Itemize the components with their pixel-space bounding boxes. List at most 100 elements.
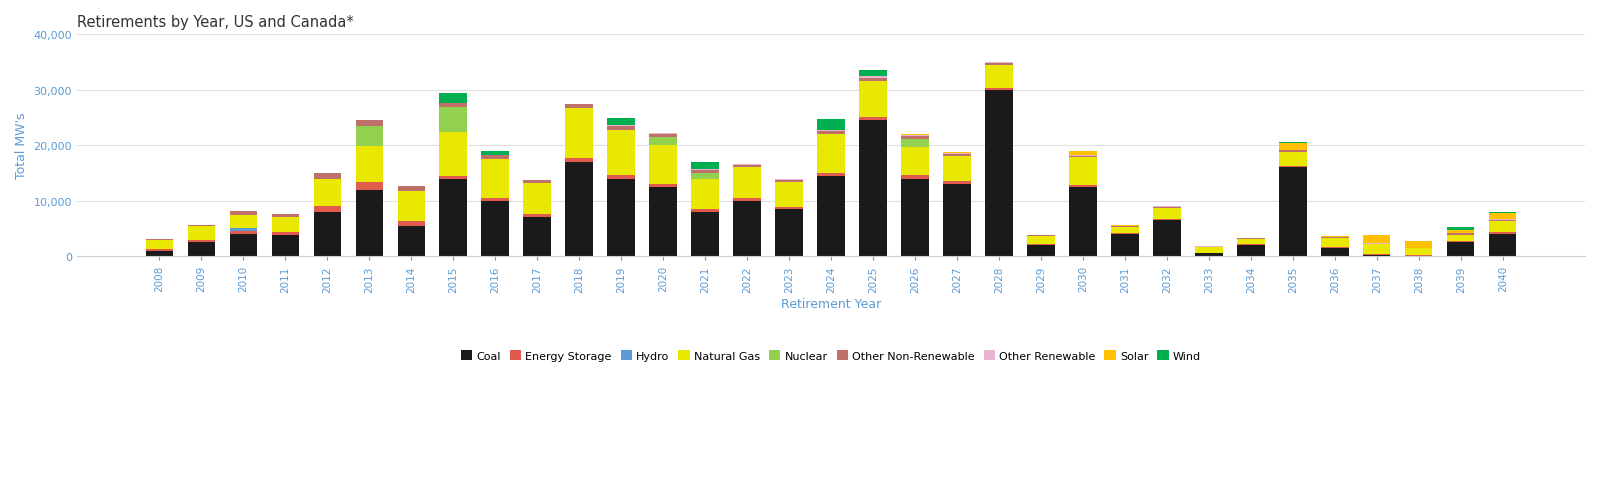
Bar [355, 146, 382, 183]
Bar [187, 225, 214, 227]
Bar [523, 215, 550, 218]
Bar [1112, 228, 1139, 233]
Bar [1490, 222, 1517, 233]
Bar [565, 109, 592, 159]
Bar [1027, 235, 1054, 236]
Bar [1069, 157, 1096, 158]
Bar [187, 243, 214, 257]
Bar [733, 168, 760, 199]
Bar [818, 174, 845, 176]
Bar [482, 201, 509, 257]
Bar [1112, 225, 1139, 226]
Bar [1154, 206, 1181, 207]
Bar [1405, 241, 1432, 242]
Bar [1195, 248, 1222, 253]
Bar [691, 174, 718, 179]
Bar [1280, 168, 1307, 257]
Bar [901, 176, 928, 179]
Bar [523, 218, 550, 257]
Bar [1322, 236, 1349, 237]
Bar [523, 181, 550, 184]
Bar [650, 135, 677, 138]
Bar [440, 103, 467, 108]
Bar [944, 154, 971, 157]
Bar [608, 179, 635, 257]
Bar [818, 135, 845, 174]
Bar [355, 121, 382, 127]
Legend: Coal, Energy Storage, Hydro, Natural Gas, Nuclear, Other Non-Renewable, Other Re: Coal, Energy Storage, Hydro, Natural Gas… [456, 346, 1205, 366]
Bar [1405, 248, 1432, 249]
Bar [1363, 245, 1390, 255]
Bar [397, 187, 424, 191]
Bar [1322, 237, 1349, 238]
Bar [482, 156, 509, 160]
Bar [1363, 255, 1390, 256]
Bar [776, 179, 803, 180]
Bar [1237, 245, 1264, 257]
Bar [1237, 239, 1264, 240]
Bar [818, 130, 845, 132]
Bar [1446, 234, 1475, 235]
Bar [272, 217, 299, 233]
Bar [901, 135, 928, 136]
Bar [1490, 214, 1517, 220]
Bar [1280, 153, 1307, 166]
Bar [1490, 220, 1517, 222]
Bar [901, 137, 928, 140]
Bar [146, 249, 173, 251]
Y-axis label: Total MW's: Total MW's [14, 113, 27, 179]
Bar [1280, 142, 1307, 144]
Bar [776, 207, 803, 209]
Bar [1027, 245, 1054, 257]
Bar [1280, 144, 1307, 150]
Bar [818, 132, 845, 135]
Bar [818, 176, 845, 257]
Bar [1237, 238, 1264, 239]
Bar [314, 179, 341, 207]
Bar [1446, 235, 1475, 242]
Bar [1363, 256, 1390, 257]
Bar [146, 240, 173, 241]
Bar [1154, 207, 1181, 208]
Bar [859, 121, 886, 257]
Bar [146, 251, 173, 257]
Bar [1027, 237, 1054, 245]
Bar [818, 120, 845, 130]
Bar [691, 179, 718, 209]
Bar [440, 108, 467, 133]
Bar [314, 212, 341, 257]
Bar [355, 183, 382, 190]
Bar [146, 241, 173, 249]
Bar [1195, 246, 1222, 247]
Bar [229, 229, 258, 231]
Bar [229, 215, 258, 229]
Bar [1112, 234, 1139, 257]
Bar [733, 201, 760, 257]
Bar [397, 222, 424, 226]
Bar [1195, 253, 1222, 254]
Bar [859, 71, 886, 77]
Bar [440, 133, 467, 177]
Bar [1490, 233, 1517, 234]
Bar [1405, 256, 1432, 257]
Bar [1069, 151, 1096, 156]
Bar [1069, 186, 1096, 187]
Bar [1446, 242, 1475, 243]
Bar [1322, 239, 1349, 247]
Bar [944, 157, 971, 182]
Text: Retirements by Year, US and Canada*: Retirements by Year, US and Canada* [77, 15, 354, 30]
Bar [187, 227, 214, 241]
Bar [1069, 187, 1096, 257]
Bar [901, 179, 928, 257]
Bar [691, 171, 718, 174]
Bar [1237, 240, 1264, 245]
Bar [229, 212, 258, 215]
Bar [901, 140, 928, 148]
Bar [355, 190, 382, 257]
Bar [944, 153, 971, 154]
Bar [1280, 150, 1307, 151]
Bar [859, 118, 886, 121]
Bar [1112, 227, 1139, 228]
Bar [482, 151, 509, 156]
Bar [986, 64, 1013, 66]
